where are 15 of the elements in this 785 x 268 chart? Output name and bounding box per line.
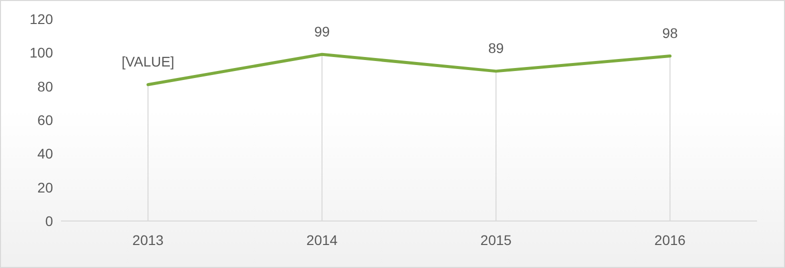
y-tick-label: 0 [45,212,54,229]
x-tick-label: 2013 [132,232,164,248]
y-tick-label: 40 [37,146,54,162]
y-tick-label: 120 [30,10,54,27]
data-label: 99 [314,23,330,40]
data-label: 89 [488,40,504,56]
x-tick-label: 2016 [654,232,686,248]
x-tick-label: 2015 [480,232,512,248]
x-tick-label: 2014 [306,232,338,248]
y-tick-label: 80 [37,78,54,94]
y-tick-label: 100 [30,44,54,61]
data-label: 98 [662,25,678,42]
data-label: [VALUE] [122,54,174,70]
y-tick-label: 20 [37,179,54,196]
y-tick-label: 60 [37,112,54,128]
